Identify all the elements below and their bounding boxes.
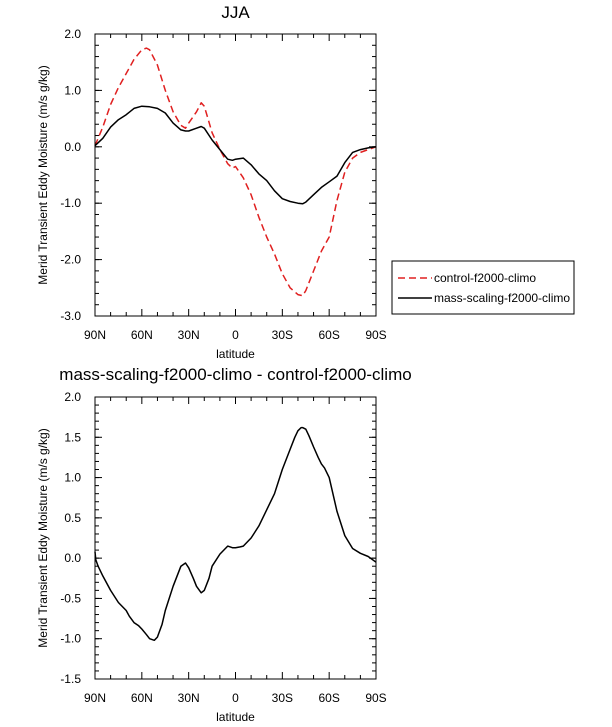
x-tick-label: 0 xyxy=(232,328,239,342)
y-tick-label: -1.0 xyxy=(60,196,81,210)
y-tick-label: 1.0 xyxy=(64,83,81,97)
axis-ticks: 90N 60N 30N 0 30S 60S 90S 2.0 1.5 1.0 0.5 0.0 -0.5 -1… xyxy=(60,390,386,705)
y-tick-label: 1.5 xyxy=(64,430,81,444)
y-tick-label: -0.5 xyxy=(60,591,81,605)
x-axis-label: latitude xyxy=(216,347,255,361)
x-axis-label: latitude xyxy=(216,710,255,724)
series-line-control-f2000-climo xyxy=(94,47,377,297)
x-tick-label: 90N xyxy=(84,691,106,705)
x-tick-label: 30N xyxy=(178,328,200,342)
panel-title: JJA xyxy=(221,3,250,22)
y-tick-label: 0.0 xyxy=(64,140,81,154)
series-layer xyxy=(94,47,377,297)
plot-frame xyxy=(94,33,377,317)
legend-box xyxy=(391,260,575,315)
x-tick-label: 60N xyxy=(131,328,153,342)
series-line-mass-scaling-f2000-climo xyxy=(94,105,377,205)
y-tick-label: 2.0 xyxy=(64,390,81,404)
x-tick-label: 30S xyxy=(272,328,293,342)
top-panel: JJA latitude Merid Transient Eddy Moistu… xyxy=(36,3,575,361)
y-axis-label: Merid Transient Eddy Moisture (m/s g/kg) xyxy=(36,65,50,284)
series-layer xyxy=(94,426,377,642)
x-tick-label: 60S xyxy=(318,691,339,705)
x-tick-label: 30N xyxy=(178,691,200,705)
y-tick-label: 2.0 xyxy=(64,27,81,41)
x-tick-label: 90N xyxy=(84,328,106,342)
y-tick-label: -2.0 xyxy=(60,253,81,267)
y-tick-label: 1.0 xyxy=(64,471,81,485)
y-tick-label: -1.5 xyxy=(60,672,81,686)
x-tick-label: 90S xyxy=(365,691,386,705)
x-tick-label: 90S xyxy=(365,328,386,342)
x-tick-label: 60N xyxy=(131,691,153,705)
x-tick-label: 60S xyxy=(318,328,339,342)
y-axis-label: Merid Transient Eddy Moisture (m/s g/kg) xyxy=(36,428,50,647)
y-tick-label: 0.0 xyxy=(64,551,81,565)
legend-label-mass-scaling: mass-scaling-f2000-climo xyxy=(434,291,570,305)
y-tick-label: -1.0 xyxy=(60,632,81,646)
legend: control-f2000-climo mass-scaling-f2000-c… xyxy=(391,260,575,315)
x-tick-label: 0 xyxy=(232,691,239,705)
x-tick-label: 30S xyxy=(272,691,293,705)
panel-title: mass-scaling-f2000-climo - control-f2000… xyxy=(59,365,411,384)
plot-frame xyxy=(94,396,377,680)
series-line-1 xyxy=(94,426,377,642)
axis-ticks: 90N 60N 30N 0 30S 60S 90S 2.0 1.0 0.0 -1.0 -2.0 -3.0 xyxy=(60,27,386,342)
legend-label-control: control-f2000-climo xyxy=(434,271,536,285)
y-tick-label: -3.0 xyxy=(60,309,81,323)
y-tick-label: 0.5 xyxy=(64,511,81,525)
bottom-panel: mass-scaling-f2000-climo - control-f2000… xyxy=(36,365,412,724)
